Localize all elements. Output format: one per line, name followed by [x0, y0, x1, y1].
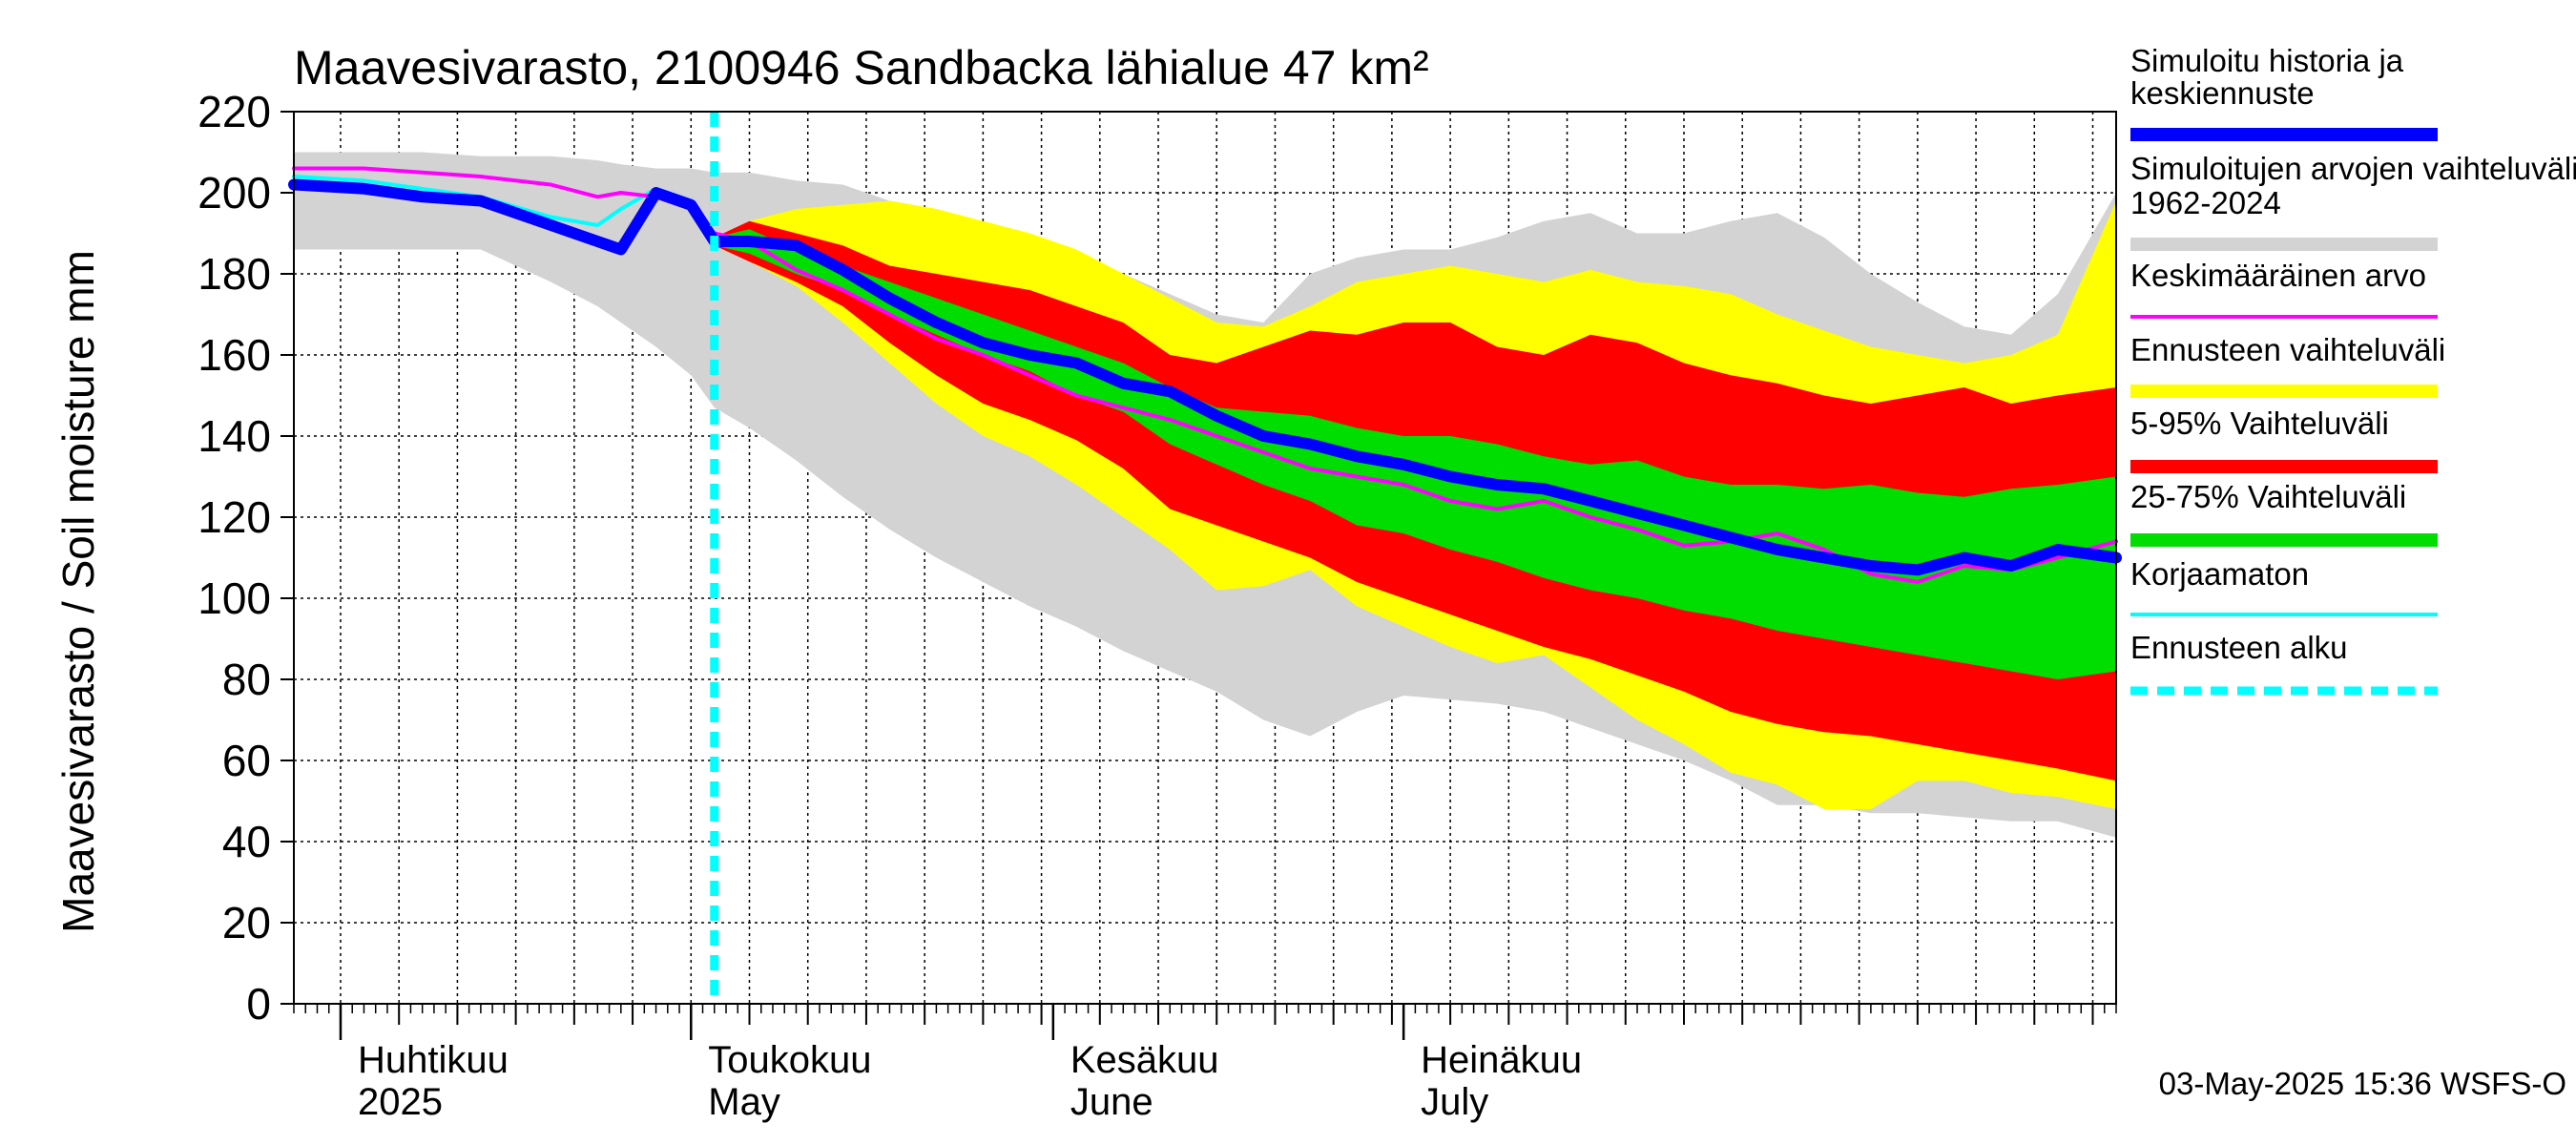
y-tick-label-120: 120: [197, 492, 271, 542]
y-tick-label-40: 40: [222, 817, 271, 866]
y-tick-label-100: 100: [197, 573, 271, 623]
series-line-mean: [292, 166, 2118, 584]
y-tick-label-200: 200: [197, 168, 271, 218]
y-tick-label-160: 160: [197, 330, 271, 380]
month-label-en-0: 2025: [358, 1081, 443, 1123]
legend-label-0-1: keskiennuste: [2130, 75, 2315, 111]
y-tick-label-0: 0: [246, 979, 271, 1029]
y-tick-label-140: 140: [197, 411, 271, 461]
month-label-fi-2: Kesäkuu: [1070, 1039, 1219, 1081]
legend-label-1-1: 1962-2024: [2130, 185, 2281, 220]
plot-area: 0 20 40 60 80 100 120 140 160 180 200 220 Huhtikuu20…: [197, 87, 2122, 1123]
band-25-75: [714, 229, 2116, 680]
legend-label-4-0: 5-95% Vaihteluväli: [2130, 406, 2389, 441]
month-label-en-1: May: [708, 1081, 780, 1123]
y-tick-label-20: 20: [222, 898, 271, 947]
y-tick-label-80: 80: [222, 655, 271, 704]
chart-title: Maavesivarasto, 2100946 Sandbacka lähial…: [294, 41, 1429, 94]
legend-label-5-0: 25-75% Vaihteluväli: [2130, 479, 2406, 514]
month-label-en-2: June: [1070, 1081, 1153, 1123]
y-tick-label-220: 220: [197, 87, 271, 136]
series-line-simulated: [288, 178, 2122, 576]
y-axis-label: Maavesivarasto / Soil moisture mm: [53, 250, 103, 933]
plot-frame: [293, 111, 2117, 1005]
legend-label-2-0: Keskimääräinen arvo: [2130, 258, 2426, 293]
legend-label-7-0: Ennusteen alku: [2130, 630, 2348, 665]
month-label-fi-3: Heinäkuu: [1421, 1039, 1582, 1081]
timestamp: 03-May-2025 15:36 WSFS-O: [2159, 1066, 2566, 1101]
legend-label-6-0: Korjaamaton: [2130, 556, 2309, 592]
legend-label-0-0: Simuloitu historia ja: [2130, 43, 2404, 78]
y-tick-label-180: 180: [197, 249, 271, 299]
month-label-fi-0: Huhtikuu: [358, 1039, 509, 1081]
month-label-fi-1: Toukokuu: [708, 1039, 871, 1081]
month-label-en-3: July: [1421, 1081, 1488, 1123]
legend-label-1-0: Simuloitujen arvojen vaihteluväli: [2130, 151, 2576, 186]
y-tick-label-60: 60: [222, 736, 271, 785]
legend-label-3-0: Ennusteen vaihteluväli: [2130, 332, 2445, 367]
